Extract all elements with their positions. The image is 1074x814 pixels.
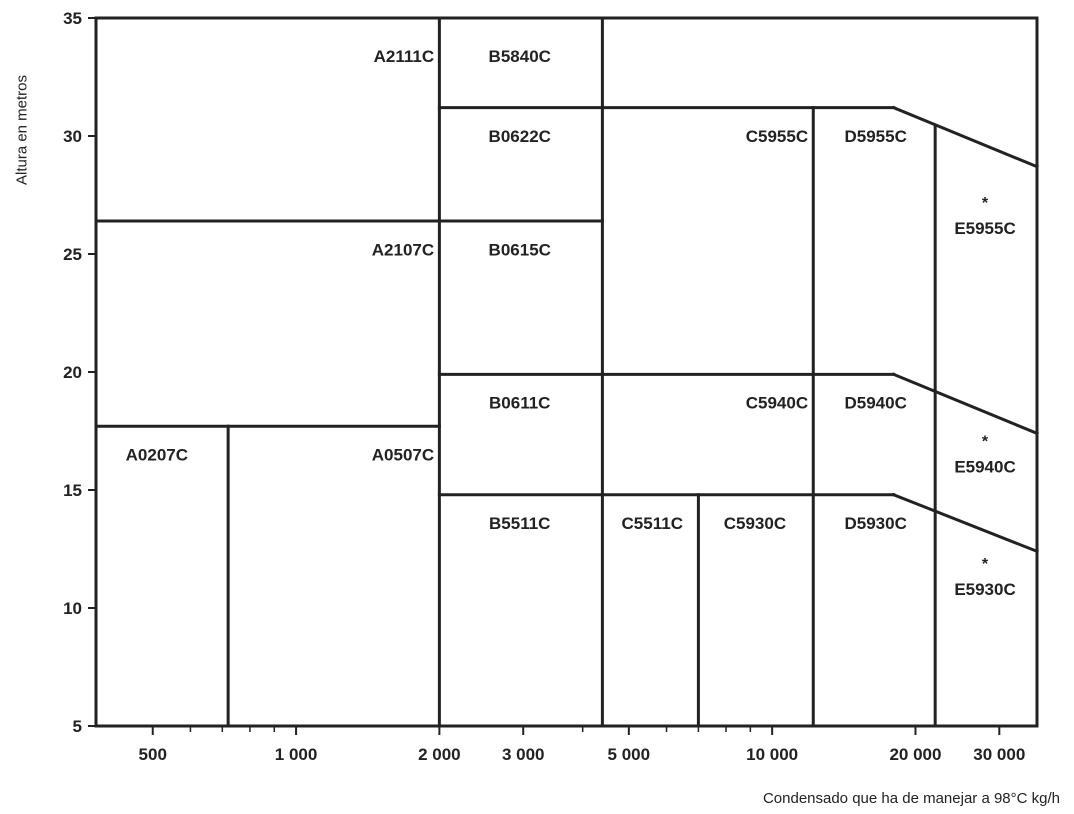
y-tick-label-35: 35 bbox=[63, 9, 82, 28]
region-label-d5930c: D5930C bbox=[845, 514, 907, 533]
x-tick-label-5-000: 5 000 bbox=[608, 745, 651, 764]
region-label-e5955c: E5955C bbox=[954, 219, 1015, 238]
x-axis-label: Condensado que ha de manejar a 98°C kg/h bbox=[762, 790, 1060, 807]
region-label-c5955c: C5955C bbox=[746, 127, 808, 146]
y-tick-label-30: 30 bbox=[63, 127, 82, 146]
x-tick-label-20-000: 20 000 bbox=[889, 745, 941, 764]
region-label-c5940c: C5940C bbox=[746, 394, 808, 413]
region-label-d5940c: D5940C bbox=[845, 394, 907, 413]
x-tick-label-30-000: 30 000 bbox=[973, 745, 1025, 764]
region-label-c5511c: C5511C bbox=[622, 514, 683, 533]
region-mark-e5955c: * bbox=[982, 195, 989, 212]
y-tick-label-15: 15 bbox=[63, 481, 82, 500]
y-tick-label-5: 5 bbox=[73, 717, 82, 736]
y-tick-label-20: 20 bbox=[63, 363, 82, 382]
region-label-b5511c: B5511C bbox=[489, 514, 550, 533]
selection-chart: 5 10 15 20 25 30 35 500 1 000 2 000 3 000 5 000 10 0… bbox=[63, 9, 1039, 764]
region-mark-e5940c: * bbox=[982, 433, 989, 450]
y-tick-label-25: 25 bbox=[63, 245, 82, 264]
region-mark-e5930c: * bbox=[982, 556, 989, 573]
plot-frame bbox=[94, 16, 1039, 728]
region-boundary-14 bbox=[891, 492, 1039, 554]
x-tick-label-1-000: 1 000 bbox=[275, 745, 318, 764]
x-tick-label-2-000: 2 000 bbox=[418, 745, 461, 764]
region-label-b0622c: B0622C bbox=[489, 127, 551, 146]
x-tick-label-10-000: 10 000 bbox=[746, 745, 798, 764]
region-label-c5930c: C5930C bbox=[724, 514, 786, 533]
region-label-e5930c: E5930C bbox=[954, 580, 1015, 599]
region-boundary-10 bbox=[891, 105, 1039, 169]
region-label-b0611c: B0611C bbox=[489, 394, 550, 413]
x-tick-label-3-000: 3 000 bbox=[502, 745, 545, 764]
region-label-a0207c: A0207C bbox=[126, 446, 188, 465]
region-label-b5840c: B5840C bbox=[489, 47, 551, 66]
region-boundary-12 bbox=[891, 372, 1039, 436]
x-tick-label-500: 500 bbox=[139, 745, 167, 764]
region-label-d5955c: D5955C bbox=[845, 127, 907, 146]
y-tick-label-10: 10 bbox=[63, 599, 82, 618]
region-label-e5940c: E5940C bbox=[954, 457, 1015, 476]
region-label-a2107c: A2107C bbox=[372, 240, 434, 259]
region-label-b0615c: B0615C bbox=[489, 240, 551, 259]
region-label-a0507c: A0507C bbox=[372, 446, 434, 465]
region-label-a2111c: A2111C bbox=[374, 47, 435, 66]
